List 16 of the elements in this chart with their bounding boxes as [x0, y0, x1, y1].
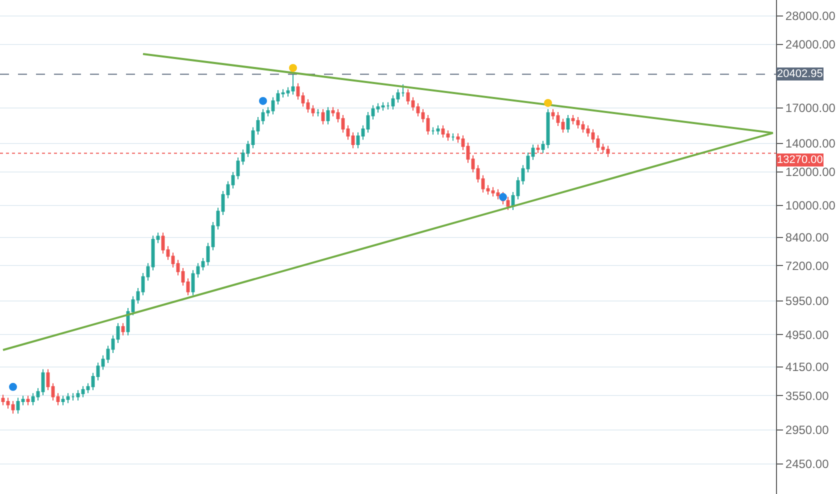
- y-tick-label: 28000.00: [785, 9, 836, 24]
- y-tick-label: 4950.00: [785, 328, 830, 342]
- ref-line-label: 20402.95: [777, 68, 823, 80]
- ref-line-label: 13270.00: [777, 154, 823, 166]
- y-tick-label: 2950.00: [785, 422, 830, 437]
- y-tick-label: 24000.00: [785, 38, 836, 52]
- y-tick-label: 4150.00: [785, 360, 830, 374]
- y-tick-label: 14000.00: [785, 136, 836, 151]
- y-tick-label: 3550.00: [785, 388, 830, 403]
- y-tick-label: 2450.00: [785, 457, 830, 472]
- y-tick-label: 5950.00: [785, 294, 830, 308]
- y-tick-label: 8400.00: [785, 230, 830, 245]
- y-tick-label: 10000.00: [785, 198, 836, 213]
- y-tick-label: 12000.00: [785, 165, 836, 179]
- y-tick-label: 7200.00: [785, 258, 830, 273]
- y-tick-label: 17000.00: [785, 100, 836, 115]
